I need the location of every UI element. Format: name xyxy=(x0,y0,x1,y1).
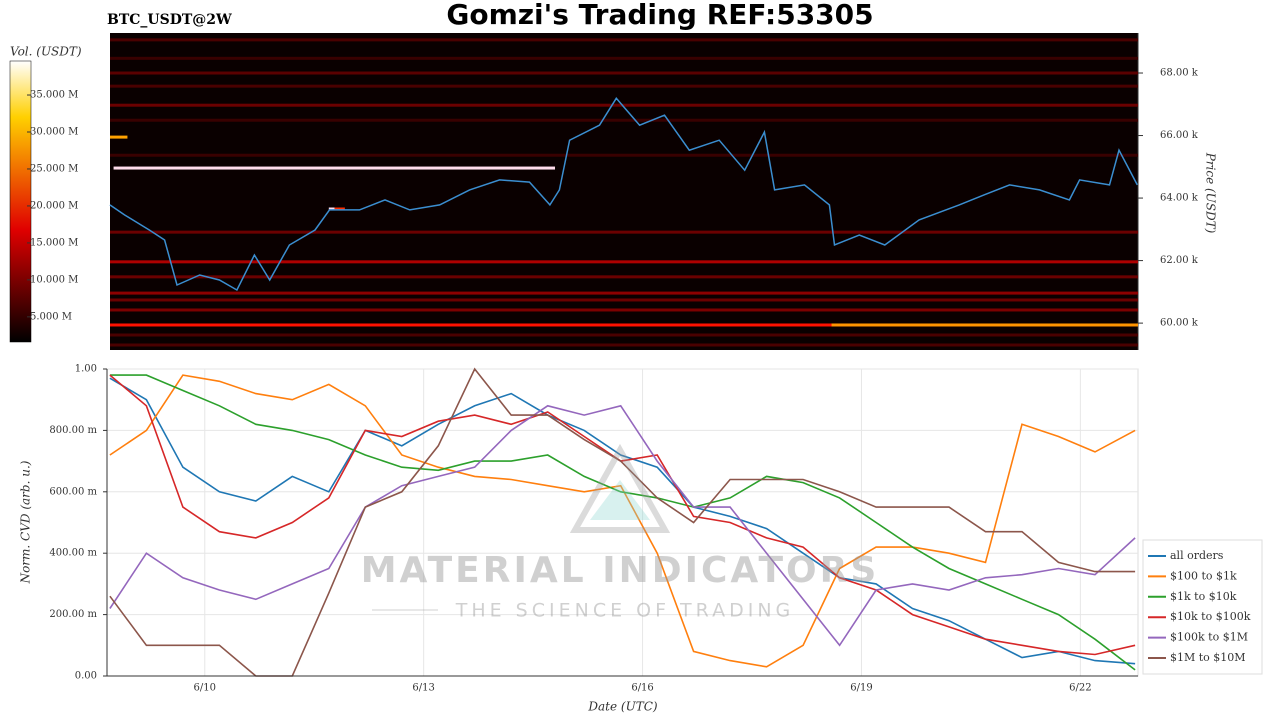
legend-label: all orders xyxy=(1170,549,1224,562)
y-tick-label: 400.00 m xyxy=(49,548,97,559)
liquidity-band xyxy=(110,343,1138,347)
colorbar-tick-label: 30.000 M xyxy=(30,126,78,137)
legend xyxy=(1142,539,1263,675)
y-tick-label: 62.00 k xyxy=(1160,255,1199,266)
price-axis-label: Price (USDT) xyxy=(1204,152,1218,234)
liquidity-band xyxy=(110,84,1138,88)
legend-label: $100 to $1k xyxy=(1170,569,1237,582)
cvd-line xyxy=(109,374,1136,668)
y-tick-label: 66.00 k xyxy=(1160,130,1199,141)
heatmap-background xyxy=(110,33,1138,350)
watermark-logo-fill xyxy=(590,480,650,520)
liquidity-band xyxy=(110,153,1138,157)
liquidity-band xyxy=(110,291,1138,295)
liquidity-band xyxy=(110,56,1138,60)
price-line xyxy=(109,97,1138,292)
liquidity-band xyxy=(113,166,556,170)
x-tick-label: 6/16 xyxy=(631,683,653,694)
legend-label: $1M to $10M xyxy=(1170,651,1246,664)
y-tick-label: 64.00 k xyxy=(1160,193,1199,204)
watermark-logo xyxy=(569,443,671,533)
liquidity-band xyxy=(110,323,1138,327)
watermark-subtitle: THE SCIENCE OF TRADING xyxy=(455,600,795,622)
colorbar-label: Vol. (USDT) xyxy=(10,45,82,59)
liquidity-band xyxy=(110,275,1138,279)
x-tick-label: 6/13 xyxy=(412,683,434,694)
y-tick-label: 0.00 xyxy=(75,671,97,682)
colorbar-tick-label: 10.000 M xyxy=(30,274,78,285)
cvd-lines xyxy=(109,367,1136,677)
cvd-line xyxy=(109,377,1136,665)
colorbar-tick-label: 35.000 M xyxy=(30,90,78,101)
watermark-title: MATERIAL INDICATORS xyxy=(361,550,880,591)
liquidity-band xyxy=(110,260,1138,264)
liquidity-band xyxy=(110,103,1138,107)
y-tick-label: 1.00 xyxy=(75,364,97,375)
watermark: MATERIAL INDICATORS THE SCIENCE OF TRADI… xyxy=(361,443,880,622)
liquidity-band xyxy=(110,38,1138,42)
x-tick-label: 6/19 xyxy=(850,683,872,694)
legend-label: $10k to $100k xyxy=(1170,610,1251,623)
y-tick-label: 60.00 k xyxy=(1160,318,1199,329)
liquidity-band xyxy=(110,71,1138,75)
liquidity-band xyxy=(110,298,1138,302)
y-tick-label: 600.00 m xyxy=(49,486,97,497)
y-tick-label: 800.00 m xyxy=(49,425,97,436)
liquidity-band xyxy=(334,207,345,211)
symbol-label: BTC_USDT@2W xyxy=(107,12,232,28)
cvd-plot-area xyxy=(106,368,1139,677)
colorbar-tick-label: 15.000 M xyxy=(30,237,78,248)
liquidity-band xyxy=(110,230,1138,234)
cvd-line xyxy=(109,374,1136,671)
cvd-line xyxy=(109,404,1136,647)
colorbar-tick-label: 5.000 M xyxy=(30,311,72,322)
y-axis-label: Norm. CVD (arb. u.) xyxy=(19,460,33,584)
x-axis-label: Date (UTC) xyxy=(587,700,657,714)
liquidity-band xyxy=(110,308,1138,312)
liquidity-band xyxy=(110,118,1138,122)
liquidity-band xyxy=(831,323,1138,327)
liquidity-band xyxy=(110,333,1138,337)
chart-title: Gomzi's Trading REF:53305 xyxy=(446,0,873,31)
liquidity-band xyxy=(110,135,128,139)
y-tick-label: 68.00 k xyxy=(1160,68,1199,79)
liquidity-band xyxy=(328,207,335,211)
x-tick-label: 6/22 xyxy=(1069,683,1091,694)
legend-label: $100k to $1M xyxy=(1170,631,1248,644)
y-tick-label: 200.00 m xyxy=(49,609,97,620)
x-tick-label: 6/10 xyxy=(194,683,216,694)
legend-label: $1k to $10k xyxy=(1170,590,1237,603)
colorbar-tick-label: 25.000 M xyxy=(30,163,78,174)
colorbar-tick-label: 20.000 M xyxy=(30,200,78,211)
colorbar xyxy=(9,60,32,343)
